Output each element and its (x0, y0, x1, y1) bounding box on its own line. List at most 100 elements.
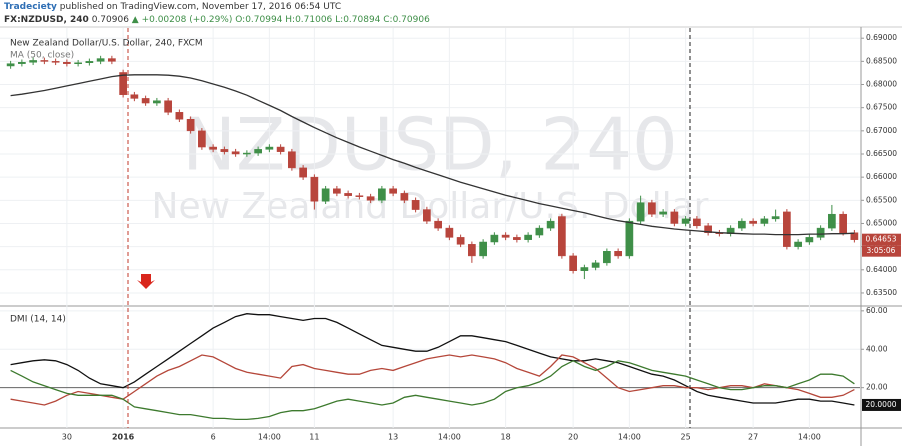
x-tick-label: 11 (309, 433, 319, 442)
x-tick-label: 30 (62, 433, 72, 442)
candle-body (625, 220, 634, 257)
candle-body (366, 196, 375, 201)
candle-body (299, 167, 307, 178)
candle-body (828, 213, 836, 229)
chart-title: DMI (14, 14) (10, 315, 66, 325)
plot-area (0, 28, 860, 428)
symbol-line: FX:NZDUSD, 240 0.70906 ▲ +0.00208 (+0.29… (4, 15, 430, 25)
y-tick-label: 0.65500 (866, 195, 897, 204)
candle-body (805, 237, 814, 243)
candle-body (524, 234, 532, 240)
last: 0.70906 (92, 15, 129, 25)
candle-body (209, 146, 217, 150)
x-tick-label: 14:00 (618, 433, 641, 442)
candle-body (243, 152, 251, 155)
candle-body (344, 193, 352, 196)
author[interactable]: Tradeciety (4, 2, 57, 12)
x-tick-label: 14:00 (438, 433, 461, 442)
candle-body (704, 225, 712, 233)
candle-body (153, 100, 161, 104)
candle-body (51, 61, 60, 63)
published: published on TradingView.com, November 1… (60, 2, 341, 12)
candle-body (490, 234, 499, 243)
x-tick-label: 13 (388, 433, 398, 442)
candle-body (96, 58, 105, 62)
candle-body (355, 195, 364, 197)
candle-body (569, 255, 577, 271)
y-tick-label: 60.00 (866, 306, 888, 315)
y-tick-label: 0.66500 (866, 149, 897, 158)
candle-body (771, 216, 780, 220)
chart-title: New Zealand Dollar/U.S. Dollar, 240, FXC… (10, 39, 203, 49)
candle-body (400, 193, 409, 201)
y-tick-label: 0.67000 (866, 126, 897, 135)
y-tick-label: 0.66000 (866, 172, 897, 181)
candle-body (198, 130, 206, 148)
price-label-box (862, 233, 901, 246)
watermark-group: NZDUSD, 240 New Zealand Dollar/U.S. Doll… (152, 103, 709, 227)
candle-body (501, 234, 510, 238)
candle-body (468, 244, 476, 257)
x-tick-label: 20 (568, 433, 578, 442)
value-label: 20.0000 (865, 400, 896, 409)
candle-body (816, 227, 825, 238)
candle-body (591, 262, 600, 268)
candle-body (310, 176, 319, 202)
candle-body (141, 98, 150, 104)
candle-body (175, 112, 184, 120)
x-tick-label: 14:00 (258, 433, 281, 442)
candle-body (333, 188, 341, 194)
candle-body (85, 61, 94, 63)
price-label: 0.64653 (865, 235, 896, 244)
candle-body (164, 100, 172, 113)
x-tick-label: 27 (748, 433, 758, 442)
candle-body (513, 237, 521, 240)
y-tick-label: 0.68500 (866, 56, 897, 65)
candle-body (265, 146, 274, 150)
candle-body (130, 94, 139, 99)
y-tick-label: 0.67500 (866, 103, 897, 112)
candle-body (580, 267, 589, 271)
candle-body (535, 227, 544, 236)
value-label-box (862, 398, 901, 411)
y-tick-label: 0.69000 (866, 33, 897, 42)
ohlc: O:0.70994 H:0.71006 L:0.70894 C:0.70906 (235, 15, 430, 25)
candle-body (456, 237, 465, 245)
candle-body (648, 202, 656, 215)
y-tick-label: 0.68000 (866, 80, 897, 89)
candle-body (186, 119, 195, 132)
candle-body (18, 62, 26, 64)
change: ▲ +0.00208 (+0.29%) (132, 15, 233, 25)
candle-body (479, 241, 487, 257)
down-arrow (137, 274, 155, 289)
candle-body (29, 60, 37, 63)
candle-body (670, 211, 679, 224)
series-line (10, 354, 855, 406)
y-tick-label: 0.64000 (866, 265, 897, 274)
countdown-box (862, 245, 901, 257)
candle-body (119, 72, 127, 95)
watermark: NZDUSD, 240 (182, 103, 678, 187)
candle-body (760, 218, 769, 224)
series-line (10, 360, 855, 421)
candle-body (839, 213, 847, 233)
candle-body (546, 220, 555, 229)
candle-body (659, 211, 667, 215)
candle-body (434, 220, 442, 229)
candle-body (321, 188, 330, 202)
x-tick-label: 18 (501, 433, 511, 442)
candle-body (411, 200, 420, 210)
series-line (10, 313, 855, 406)
legend-entry: MA (50, close) (10, 51, 74, 61)
candle-body (794, 241, 802, 247)
candle-body (614, 251, 622, 257)
candle-body (63, 62, 71, 64)
candle-body (423, 209, 431, 222)
candle-body (603, 251, 611, 264)
candle-body (231, 151, 240, 155)
candle-body (558, 216, 566, 257)
candle-body (749, 220, 757, 224)
x-tick-label: 14:00 (798, 433, 821, 442)
y-tick-label: 0.63500 (866, 288, 897, 297)
